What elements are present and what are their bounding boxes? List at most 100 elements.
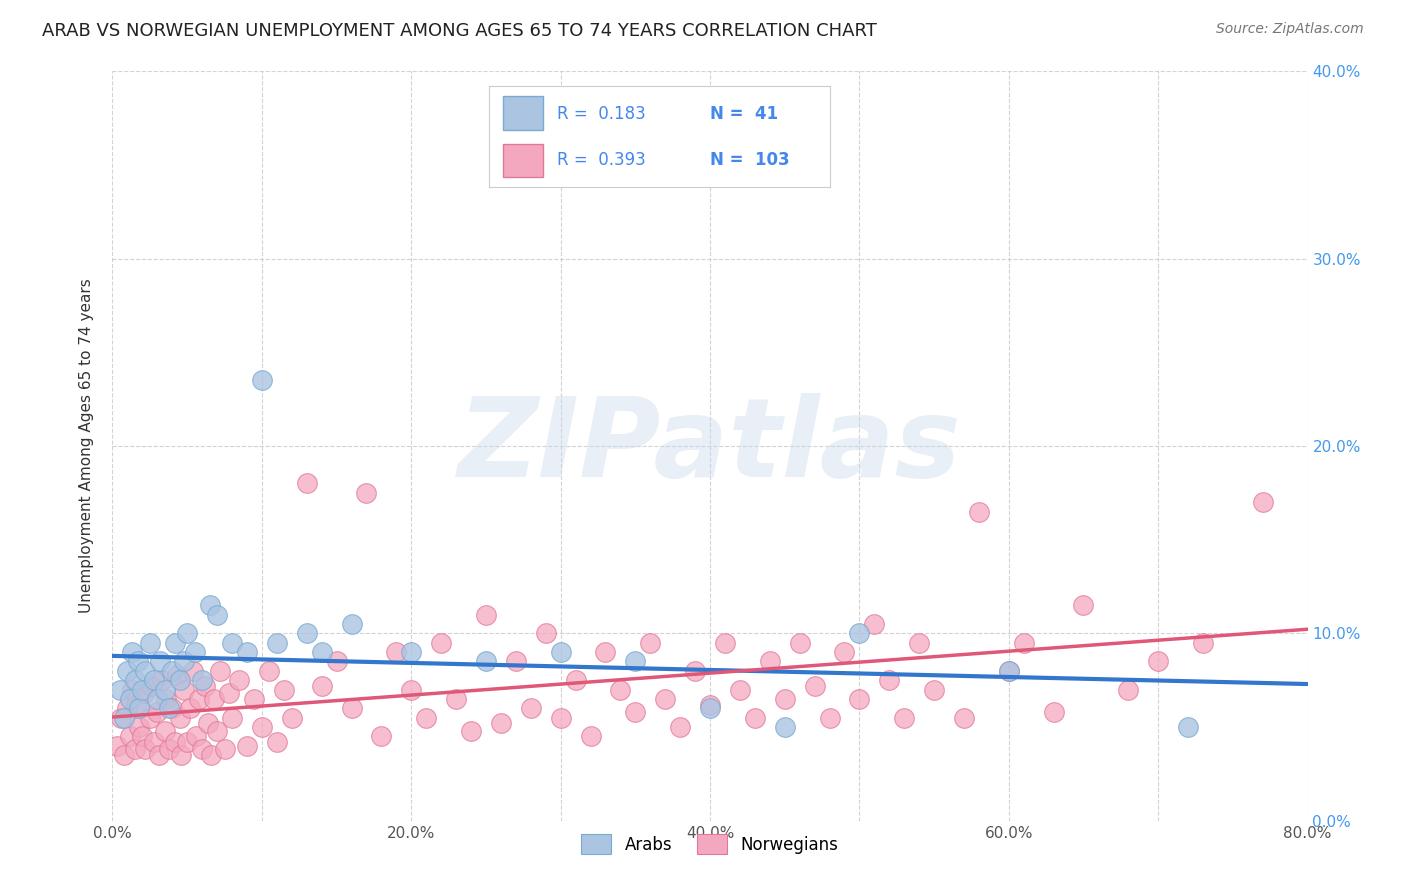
- Point: [714, 635, 737, 649]
- Point: [165, 635, 187, 649]
- Point: [654, 692, 676, 706]
- Point: [139, 635, 162, 649]
- Point: [922, 682, 945, 697]
- Point: [141, 679, 163, 693]
- Point: [143, 673, 166, 688]
- Point: [340, 701, 363, 715]
- Point: [1251, 495, 1274, 509]
- Point: [1012, 635, 1035, 649]
- Point: [155, 692, 177, 706]
- Point: [121, 682, 143, 697]
- Point: [908, 635, 931, 649]
- Y-axis label: Unemployment Among Ages 65 to 74 years: Unemployment Among Ages 65 to 74 years: [79, 278, 94, 614]
- Point: [848, 692, 870, 706]
- Point: [759, 655, 782, 669]
- Point: [311, 645, 333, 659]
- Point: [120, 692, 142, 706]
- Point: [967, 505, 990, 519]
- Point: [475, 607, 498, 622]
- Point: [699, 698, 721, 712]
- Point: [221, 635, 243, 649]
- Point: [170, 747, 193, 762]
- Point: [998, 664, 1021, 678]
- Point: [773, 692, 796, 706]
- Point: [295, 476, 318, 491]
- Point: [863, 617, 886, 632]
- Point: [128, 720, 150, 734]
- Point: [564, 673, 586, 688]
- Point: [191, 742, 214, 756]
- Point: [124, 673, 146, 688]
- Point: [214, 742, 236, 756]
- Point: [194, 679, 217, 693]
- Point: [120, 730, 142, 744]
- Point: [157, 742, 180, 756]
- Point: [191, 673, 214, 688]
- Point: [699, 701, 721, 715]
- Point: [157, 701, 180, 715]
- Point: [221, 710, 243, 724]
- Point: [153, 682, 176, 697]
- Point: [131, 682, 153, 697]
- Point: [166, 667, 188, 681]
- Point: [183, 645, 205, 659]
- Point: [505, 655, 527, 669]
- Point: [401, 645, 423, 659]
- Point: [169, 710, 191, 724]
- Point: [114, 710, 135, 724]
- Point: [124, 742, 146, 756]
- Point: [579, 730, 602, 744]
- Point: [205, 723, 228, 738]
- Point: [125, 698, 148, 712]
- Point: [624, 705, 647, 719]
- Point: [188, 692, 211, 706]
- Point: [202, 692, 225, 706]
- Point: [1073, 599, 1095, 613]
- Point: [356, 486, 378, 500]
- Point: [415, 710, 437, 724]
- Point: [153, 723, 176, 738]
- Point: [879, 673, 901, 688]
- Point: [534, 626, 557, 640]
- Legend: Arabs, Norwegians: Arabs, Norwegians: [575, 828, 845, 861]
- Point: [595, 645, 617, 659]
- Point: [117, 664, 139, 678]
- Point: [550, 645, 572, 659]
- Point: [401, 682, 423, 697]
- Point: [181, 664, 204, 678]
- Point: [609, 682, 631, 697]
- Point: [460, 723, 482, 738]
- Point: [209, 664, 232, 678]
- Point: [176, 735, 198, 749]
- Text: ARAB VS NORWEGIAN UNEMPLOYMENT AMONG AGES 65 TO 74 YEARS CORRELATION CHART: ARAB VS NORWEGIAN UNEMPLOYMENT AMONG AGE…: [42, 22, 877, 40]
- Point: [683, 664, 706, 678]
- Text: ZIPatlas: ZIPatlas: [458, 392, 962, 500]
- Point: [489, 716, 512, 731]
- Point: [444, 692, 467, 706]
- Point: [110, 710, 132, 724]
- Point: [520, 701, 543, 715]
- Point: [108, 682, 131, 697]
- Point: [998, 664, 1021, 678]
- Point: [176, 626, 198, 640]
- Point: [146, 692, 169, 706]
- Point: [311, 679, 333, 693]
- Point: [131, 730, 153, 744]
- Point: [132, 686, 155, 700]
- Point: [198, 599, 221, 613]
- Point: [250, 720, 273, 734]
- Point: [550, 710, 572, 724]
- Point: [640, 635, 662, 649]
- Point: [162, 664, 183, 678]
- Point: [179, 701, 201, 715]
- Point: [134, 742, 156, 756]
- Point: [150, 673, 173, 688]
- Point: [1177, 720, 1199, 734]
- Point: [818, 710, 841, 724]
- Point: [243, 692, 266, 706]
- Point: [669, 720, 692, 734]
- Point: [197, 716, 219, 731]
- Point: [803, 679, 825, 693]
- Point: [475, 655, 498, 669]
- Point: [281, 710, 304, 724]
